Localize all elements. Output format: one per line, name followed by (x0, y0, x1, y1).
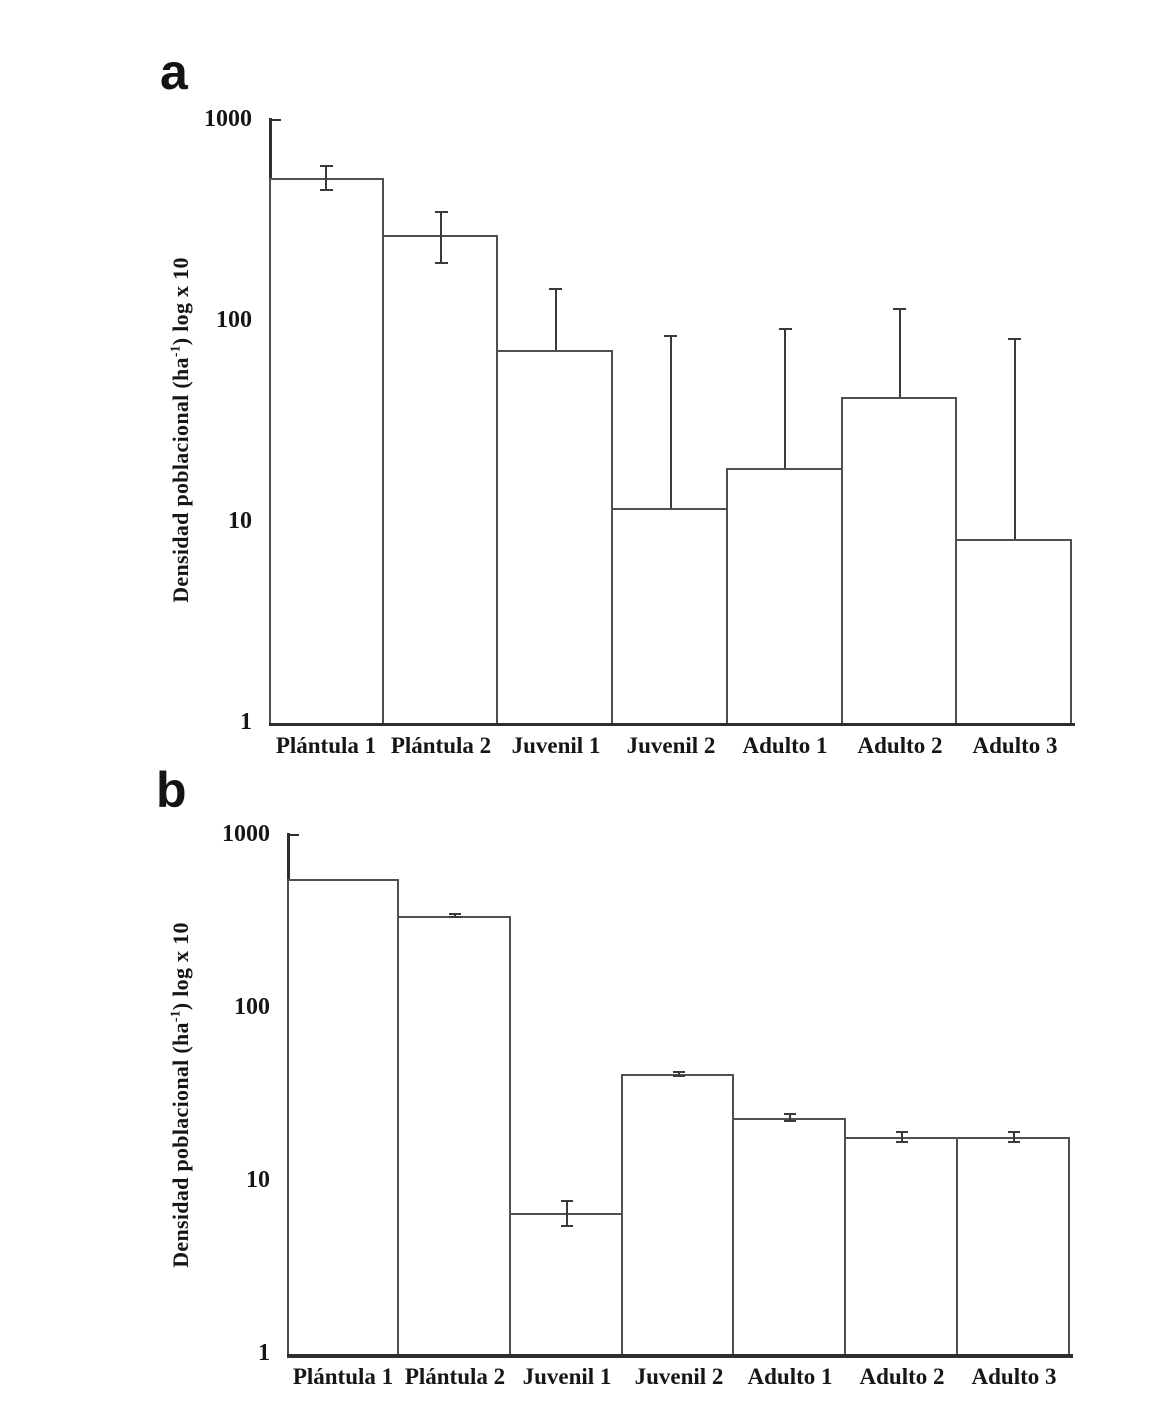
panel-a-bar-6 (841, 397, 957, 723)
panel-a-error-cap-top-7 (1008, 338, 1021, 341)
panel-b-error-cap-bottom-4 (673, 1074, 685, 1077)
panel-a-y-tick-label: 100 (216, 307, 252, 333)
panel-b-error-cap-top-3 (561, 1199, 573, 1202)
panel-b-x-label-4: Juvenil 2 (634, 1364, 724, 1389)
panel-b-bar-6 (844, 1137, 958, 1354)
panel-b-x-label-5: Adulto 1 (747, 1364, 833, 1389)
panel-a-y-title-superscript: -1 (167, 345, 183, 358)
panel-b-error-bar-4 (678, 1071, 680, 1076)
panel-b-y-tick-label: 1000 (222, 821, 270, 847)
panel-a-x-label-4: Juvenil 2 (626, 733, 716, 758)
panel-a-error-bar-1 (325, 166, 327, 190)
panel-a-bar-2 (382, 235, 498, 723)
panel-a-error-cap-top-3 (549, 288, 562, 291)
panel-a-letter: a (160, 44, 188, 100)
panel-b-error-bar-6 (901, 1131, 903, 1143)
panel-b-y-tick (287, 834, 299, 836)
panel-b-y-title-prefix: Densidad poblacional (ha (168, 1022, 193, 1268)
panel-a-bar-1 (269, 178, 384, 723)
panel-a-error-bar-3 (555, 289, 557, 350)
panel-b-error-cap-top-2 (449, 913, 461, 916)
panel-b-error-bar-7 (1013, 1131, 1015, 1142)
panel-a-error-bar-4 (670, 336, 672, 509)
panel-a-x-label-2: Plántula 2 (390, 733, 492, 758)
panel-b-error-bar-2 (454, 914, 456, 918)
panel-a-bar-5 (726, 468, 843, 723)
panel-a-x-label-3: Juvenil 1 (511, 733, 601, 758)
panel-b-error-cap-bottom-7 (1008, 1140, 1020, 1143)
panel-a-y-tick (269, 119, 281, 121)
panel-b-bar-5 (732, 1118, 846, 1354)
panel-a-error-cap-top-2 (435, 210, 448, 213)
panel-a-x-label-7: Adulto 3 (972, 733, 1058, 758)
panel-b-letter: b (156, 762, 187, 818)
panel-a-error-cap-top-1 (320, 165, 333, 168)
panel-a-error-bar-2 (440, 211, 442, 263)
panel-a-y-title-suffix: ) log x 10 (168, 257, 193, 346)
panel-b-y-tick-label: 100 (234, 994, 270, 1020)
panel-b-x-label-6: Adulto 2 (859, 1364, 945, 1389)
panel-a-error-cap-top-5 (779, 328, 792, 331)
panel-a-error-cap-bottom-1 (320, 188, 333, 191)
panel-a-y-tick-label: 1000 (204, 106, 252, 132)
panel-a-bar-3 (496, 350, 613, 723)
panel-b-y-tick-label: 10 (246, 1167, 270, 1193)
panel-b-bar-7 (956, 1137, 1070, 1354)
panel-a-error-cap-top-4 (664, 335, 677, 338)
panel-b-x-label-2: Plántula 2 (404, 1364, 506, 1389)
panel-b-error-cap-bottom-6 (896, 1141, 908, 1144)
panel-b-x-axis (287, 1354, 1073, 1358)
panel-a-x-label-5: Adulto 1 (742, 733, 828, 758)
panel-a-x-axis (269, 723, 1075, 726)
panel-a-bar-4 (611, 508, 728, 723)
panel-a-x-label-6: Adulto 2 (857, 733, 943, 758)
panel-b-error-bar-3 (566, 1200, 568, 1226)
panel-a-y-tick-label: 10 (228, 508, 252, 534)
panel-b-y-tick-label: 1 (258, 1340, 270, 1366)
panel-b-x-label-1: Plántula 1 (292, 1364, 394, 1389)
panel-b-error-bar-5 (789, 1114, 791, 1122)
panel-a-error-cap-bottom-2 (435, 261, 448, 264)
panel-a-error-bar-7 (1014, 339, 1016, 540)
panel-b-error-cap-bottom-2 (449, 916, 461, 919)
panel-b-error-cap-top-6 (896, 1130, 908, 1133)
panel-a-y-tick-label: 1 (240, 709, 252, 735)
panel-a-bar-7 (955, 539, 1072, 723)
panel-a-error-cap-top-6 (893, 307, 906, 310)
panel-b-x-label-3: Juvenil 1 (522, 1364, 612, 1389)
panel-a-error-bar-6 (899, 308, 901, 397)
panel-a-y-tick (269, 722, 281, 724)
panel-b-error-cap-bottom-3 (561, 1224, 573, 1227)
panel-b-x-label-7: Adulto 3 (971, 1364, 1057, 1389)
panel-b-error-cap-top-7 (1008, 1130, 1020, 1133)
panel-a-x-label-1: Plántula 1 (275, 733, 377, 758)
panel-a-y-title-prefix: Densidad poblacional (ha (168, 357, 193, 603)
panel-b-error-cap-bottom-5 (784, 1120, 796, 1123)
panel-b-bar-4 (621, 1074, 734, 1354)
panel-b-error-cap-top-4 (673, 1070, 685, 1073)
panel-b-y-tick (287, 1353, 299, 1355)
panel-b-bar-1 (287, 879, 399, 1354)
panel-a-error-bar-5 (784, 329, 786, 468)
panel-b-y-axis-title: Densidad poblacional (ha-1) log x 10 (168, 922, 193, 1268)
panel-b-error-cap-top-5 (784, 1113, 796, 1116)
panel-b-bar-3 (509, 1213, 623, 1354)
panel-b-bar-2 (397, 916, 511, 1354)
